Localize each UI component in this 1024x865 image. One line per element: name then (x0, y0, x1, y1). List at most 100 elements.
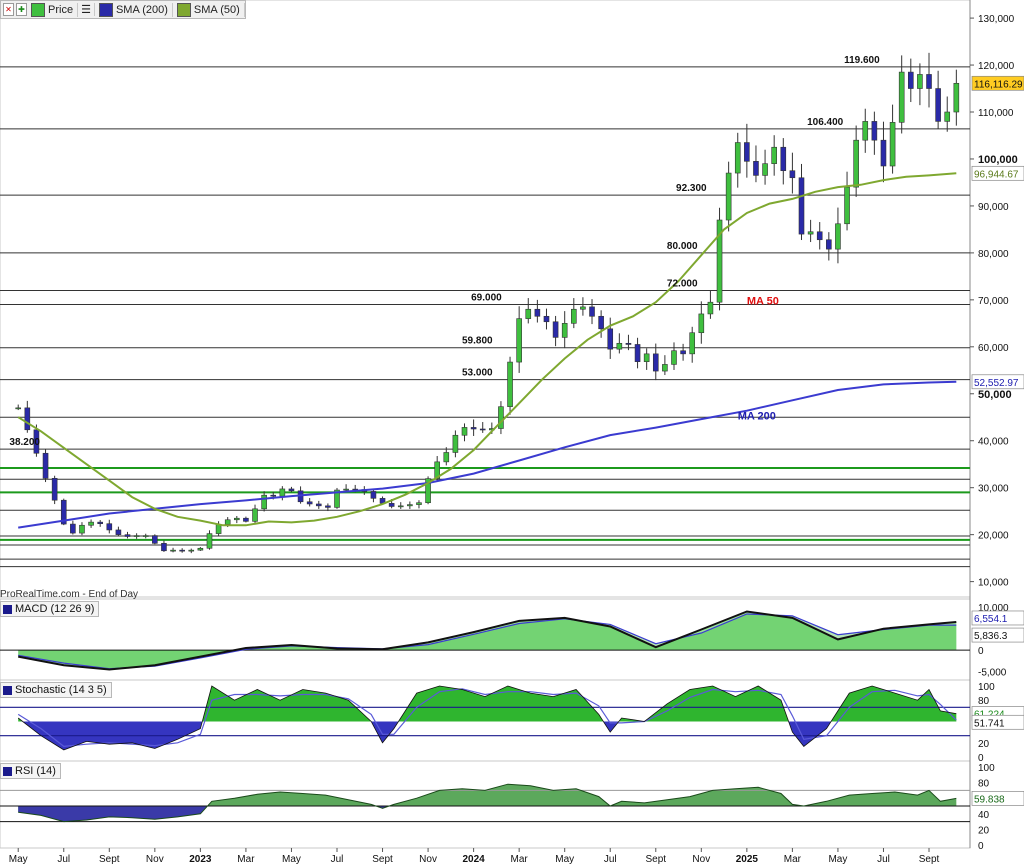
rsi-axis-label: 40 (978, 810, 990, 821)
candle-down (60, 499, 67, 525)
x-axis-label: 2023 (189, 854, 212, 865)
macd-swatch (3, 604, 12, 614)
price-axis-label: 130,000 (978, 14, 1015, 25)
candle-down (598, 315, 604, 330)
candle-up (452, 434, 459, 453)
price-axis-label: 40,000 (978, 437, 1009, 448)
candle-up (662, 364, 668, 372)
macd-line (18, 610, 957, 671)
chart-legend: ✕ ✚ Price ☰ SMA (200) SMA (50) (0, 0, 246, 19)
candle-down (680, 350, 686, 355)
candle-down (816, 231, 823, 241)
rsi-value-tag: 59.838 (971, 791, 1024, 806)
candle-down (270, 494, 277, 497)
candle-up (425, 478, 431, 504)
legend-price[interactable]: Price (27, 2, 79, 17)
candle-up (889, 122, 896, 167)
candle-down (470, 427, 477, 430)
x-axis-label: May (282, 854, 301, 865)
sma50-line (17, 172, 957, 527)
candle-down (926, 74, 932, 89)
candle-up (188, 549, 195, 552)
x-axis-label: Sept (919, 854, 940, 865)
level-label: 69.000 (471, 293, 502, 304)
candle-up (698, 313, 705, 334)
candle-down (634, 344, 641, 362)
candle-up (571, 308, 577, 324)
stochastic-panel-label[interactable]: Stochastic (14 3 5) (0, 682, 112, 698)
candle-down (306, 501, 313, 505)
candle-up (334, 489, 340, 508)
price-axis-label: 20,000 (978, 531, 1009, 542)
legend-sma200[interactable]: SMA (200) (95, 2, 173, 17)
candle-up (844, 186, 850, 225)
legend-sma50[interactable]: SMA (50) (173, 2, 245, 17)
x-axis-label: Mar (511, 854, 529, 865)
macd-panel-label[interactable]: MACD (12 26 9) (0, 601, 100, 617)
candle-up (689, 332, 696, 355)
candle-down (51, 477, 58, 501)
candle-up (898, 71, 905, 123)
candle-up (407, 504, 413, 507)
candle-down (543, 315, 550, 323)
candle-up (853, 139, 859, 188)
price-axis-label: 60,000 (978, 343, 1009, 354)
x-axis-label: May (555, 854, 574, 865)
candle-up (771, 146, 777, 164)
legend-sma200-label: SMA (200) (115, 3, 168, 16)
stochastic-d-line (17, 688, 957, 748)
candle-down (880, 139, 887, 167)
candle-up (498, 406, 504, 429)
stochastic-axis-label: 20 (978, 739, 990, 750)
candle-down (24, 407, 31, 431)
price-swatch (31, 2, 45, 17)
stochastic-d-tag: 51.741 (971, 714, 1024, 730)
candle-down (106, 523, 113, 531)
candle-up (734, 142, 741, 174)
candle-up (170, 549, 176, 552)
last-price-tag-box (971, 75, 1024, 91)
candle-down (70, 523, 76, 534)
price-axis-label: 120,000 (978, 61, 1015, 72)
stochastic-swatch (3, 685, 12, 695)
candle-up (133, 535, 140, 537)
close-indicator-icon[interactable]: ✕ (3, 3, 14, 16)
sma200-swatch (98, 2, 113, 17)
legend-sma50-label: SMA (50) (193, 3, 240, 16)
x-axis-label: Jul (877, 854, 890, 865)
candle-up (434, 461, 440, 479)
candle-up (643, 353, 650, 362)
add-indicator-icon[interactable]: ✚ (16, 3, 27, 16)
candle-up (707, 301, 714, 315)
stochastic-area-up (18, 686, 957, 750)
candle-down (479, 428, 486, 431)
macd-axis-label: -5,000 (978, 668, 1007, 679)
level-label: 72.000 (667, 278, 698, 289)
candle-up (79, 524, 85, 534)
candle-up (580, 306, 586, 310)
rsi-line (18, 783, 957, 823)
sma50-swatch (176, 2, 191, 17)
legend-list-icon[interactable]: ☰ (78, 3, 95, 16)
candle-up (197, 547, 204, 551)
candle-up (443, 452, 450, 463)
rsi-panel-label[interactable]: RSI (14) (0, 763, 61, 779)
rsi-axis-label: 100 (978, 763, 995, 774)
candle-down (607, 328, 614, 350)
macd-label-text: MACD (12 26 9) (15, 603, 95, 615)
x-axis-label: May (828, 854, 847, 865)
candle-up (397, 505, 404, 508)
sma200-value-tag-text: 52,552.97 (974, 378, 1019, 389)
candle-down (33, 429, 40, 454)
candle-down (325, 505, 331, 508)
candle-down (97, 521, 103, 524)
candle-down (935, 88, 941, 122)
x-axis-label: Sept (645, 854, 666, 865)
macd-signal-tag: 5,836.3 (971, 627, 1024, 643)
candle-up (953, 82, 960, 113)
candle-up (807, 231, 814, 235)
candle-up (416, 502, 422, 505)
rsi-swatch (3, 766, 12, 776)
candle-down (315, 503, 322, 507)
